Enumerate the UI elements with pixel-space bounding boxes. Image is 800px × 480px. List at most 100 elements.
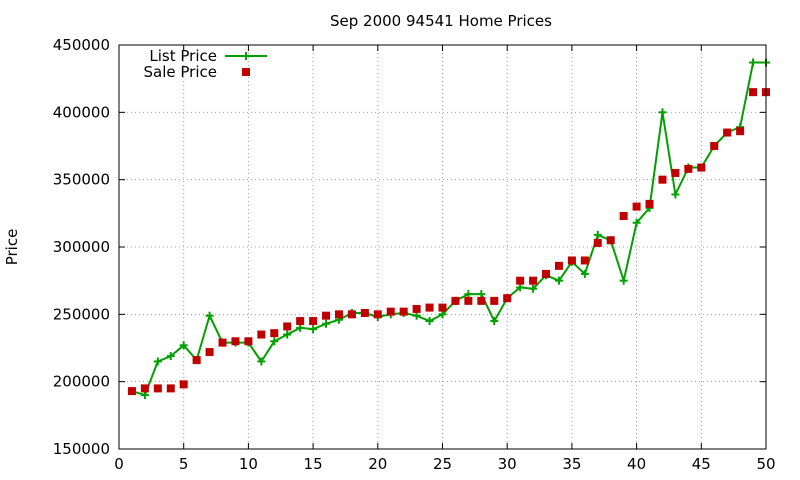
- sale-price-point: [283, 322, 292, 331]
- axis-ticks: 0 5 10 15 20 25 30 35 40 45 50 150000 200000 250000 30…: [53, 36, 776, 473]
- list-price-point: [516, 283, 525, 292]
- x-tick-label: 45: [692, 455, 711, 473]
- sale-price-point: [425, 303, 434, 312]
- sale-price-point: [270, 329, 279, 338]
- sale-price-point: [593, 238, 602, 247]
- list-price-point: [425, 317, 434, 326]
- sale-price-point: [166, 384, 175, 393]
- list-price-point: [632, 218, 641, 227]
- sale-price-point: [697, 163, 706, 172]
- sale-price-point: [567, 256, 576, 265]
- y-axis-label: Price: [3, 229, 21, 266]
- list-price-point: [179, 341, 188, 350]
- sale-price-point: [296, 317, 305, 326]
- x-tick-label: 20: [368, 455, 387, 473]
- x-tick-label: 15: [304, 455, 323, 473]
- sale-price-point: [140, 384, 149, 393]
- y-tick-label: 450000: [53, 36, 110, 54]
- list-price-point: [322, 319, 331, 328]
- list-price-point: [477, 290, 486, 299]
- list-price-point: [554, 276, 563, 285]
- list-price-point: [153, 357, 162, 366]
- sale-price-point: [438, 303, 447, 312]
- list-price-point: [580, 269, 589, 278]
- sale-price-point: [179, 380, 188, 389]
- sale-price-point: [529, 276, 538, 285]
- list-price-point: [283, 330, 292, 339]
- plot-frame: [118, 44, 767, 450]
- sale-price-point: [477, 296, 486, 305]
- legend-label-sale-price: Sale Price: [144, 63, 217, 81]
- sale-price-point: [580, 256, 589, 265]
- list-price-point: [270, 337, 279, 346]
- sale-price-point: [412, 304, 421, 313]
- y-tick-label: 250000: [53, 305, 110, 323]
- sale-price-point: [542, 269, 551, 278]
- legend: List Price Sale Price: [144, 47, 267, 81]
- list-price-point: [140, 391, 149, 400]
- legend-label-list-price: List Price: [149, 47, 217, 65]
- y-tick-label: 150000: [53, 440, 110, 458]
- sale-price-point: [127, 387, 136, 396]
- list-price-point: [749, 58, 758, 67]
- sale-price-point: [218, 338, 227, 347]
- sale-price-point: [386, 307, 395, 316]
- sale-price-point: [399, 307, 408, 316]
- y-tick-label: 200000: [53, 373, 110, 391]
- sale-price-point: [554, 261, 563, 270]
- list-price-point: [205, 311, 214, 320]
- legend-sample-sale-price: [242, 68, 250, 76]
- list-price-point: [671, 190, 680, 199]
- legend-sample-list-price: [225, 52, 267, 60]
- sale-price-point: [192, 356, 201, 365]
- chart-title: Sep 2000 94541 Home Prices: [330, 12, 552, 30]
- list-price-point: [257, 357, 266, 366]
- sale-price-point: [671, 168, 680, 177]
- x-tick-label: 50: [756, 455, 775, 473]
- sale-price-point: [360, 308, 369, 317]
- list-price-point: [658, 108, 667, 117]
- sale-price-point: [606, 236, 615, 245]
- sale-price-point: [619, 212, 628, 221]
- list-price-point: [593, 230, 602, 239]
- x-tick-label: 40: [627, 455, 646, 473]
- y-tick-label: 300000: [53, 238, 110, 256]
- sale-price-point: [736, 127, 745, 136]
- grid: [119, 45, 766, 449]
- y-tick-label: 400000: [53, 103, 110, 121]
- sale-price-point: [490, 296, 499, 305]
- list-price-point: [309, 325, 318, 334]
- sale-price-point: [205, 348, 214, 357]
- sale-price-point: [451, 296, 460, 305]
- sale-price-point: [334, 310, 343, 319]
- legend-marker: [242, 52, 250, 60]
- y-tick-label: 350000: [53, 171, 110, 189]
- sale-price-point: [710, 142, 719, 150]
- sale-price-point: [309, 317, 318, 326]
- x-tick-label: 30: [498, 455, 517, 473]
- x-tick-label: 25: [433, 455, 452, 473]
- sale-price-point: [464, 296, 473, 305]
- sale-price-point: [503, 294, 512, 303]
- sale-price-point: [632, 202, 641, 211]
- list-price-point: [619, 276, 628, 285]
- x-tick-label: 5: [179, 455, 189, 473]
- x-tick-label: 0: [114, 455, 124, 473]
- list-price-point: [490, 317, 499, 326]
- list-price-point: [296, 323, 305, 332]
- sale-price-point: [658, 175, 667, 184]
- list-price-point: [438, 310, 447, 319]
- list-price-point: [529, 284, 538, 293]
- x-tick-label: 35: [562, 455, 581, 473]
- sale-price-point: [684, 164, 693, 173]
- sale-price-point: [347, 310, 356, 319]
- list-price-point: [412, 311, 421, 320]
- sale-price-point: [322, 311, 331, 320]
- series-layer: [127, 58, 770, 400]
- x-tick-label: 10: [239, 455, 258, 473]
- list-price-point: [166, 352, 175, 361]
- sale-price-point: [231, 337, 240, 346]
- sale-price-point: [153, 384, 162, 393]
- sale-price-point: [257, 330, 266, 339]
